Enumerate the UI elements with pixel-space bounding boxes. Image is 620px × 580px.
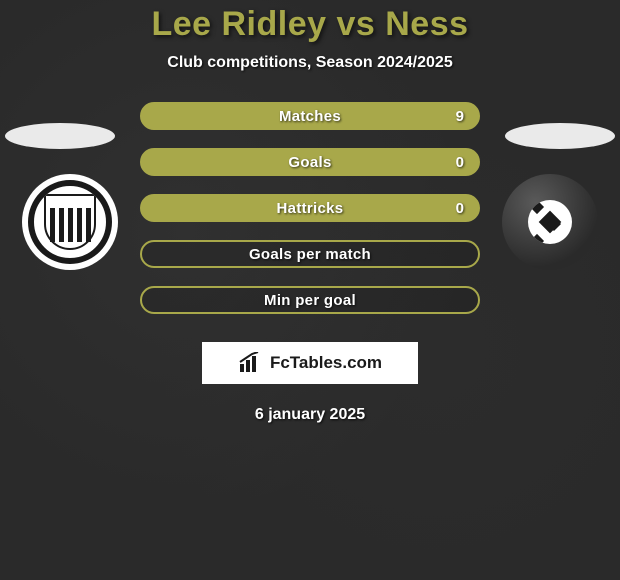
stat-label: Min per goal bbox=[264, 292, 356, 309]
stats-list: Matches 9 Goals 0 Hattricks 0 Goals per … bbox=[140, 102, 480, 314]
brand-badge[interactable]: FcTables.com bbox=[202, 342, 418, 384]
stat-bar-goals: Goals 0 bbox=[140, 148, 480, 176]
crest-left-inner bbox=[28, 180, 112, 264]
stat-label: Matches bbox=[279, 108, 341, 125]
comparison-card: Lee Ridley vs Ness Club competitions, Se… bbox=[0, 0, 620, 424]
brand-chart-icon bbox=[238, 352, 264, 374]
stat-bar-matches: Matches 9 bbox=[140, 102, 480, 130]
date-label: 6 january 2025 bbox=[255, 406, 365, 424]
stat-value: 0 bbox=[456, 200, 464, 217]
stat-label: Goals bbox=[288, 154, 331, 171]
stat-bar-goals-per-match: Goals per match bbox=[140, 240, 480, 268]
stat-label: Hattricks bbox=[277, 200, 344, 217]
club-crest-left bbox=[22, 174, 118, 270]
stat-value: 0 bbox=[456, 154, 464, 171]
stat-bar-min-per-goal: Min per goal bbox=[140, 286, 480, 314]
soccer-ball-icon bbox=[528, 200, 572, 244]
page-title: Lee Ridley vs Ness bbox=[151, 5, 468, 44]
stat-value: 9 bbox=[456, 108, 464, 125]
brand-text: FcTables.com bbox=[270, 353, 382, 373]
player-left-ellipse bbox=[5, 123, 115, 149]
club-crest-right bbox=[502, 174, 598, 270]
subtitle: Club competitions, Season 2024/2025 bbox=[167, 54, 452, 72]
stat-bar-hattricks: Hattricks 0 bbox=[140, 194, 480, 222]
stat-label: Goals per match bbox=[249, 246, 371, 263]
player-right-ellipse bbox=[505, 123, 615, 149]
crest-left-shield bbox=[44, 194, 96, 250]
